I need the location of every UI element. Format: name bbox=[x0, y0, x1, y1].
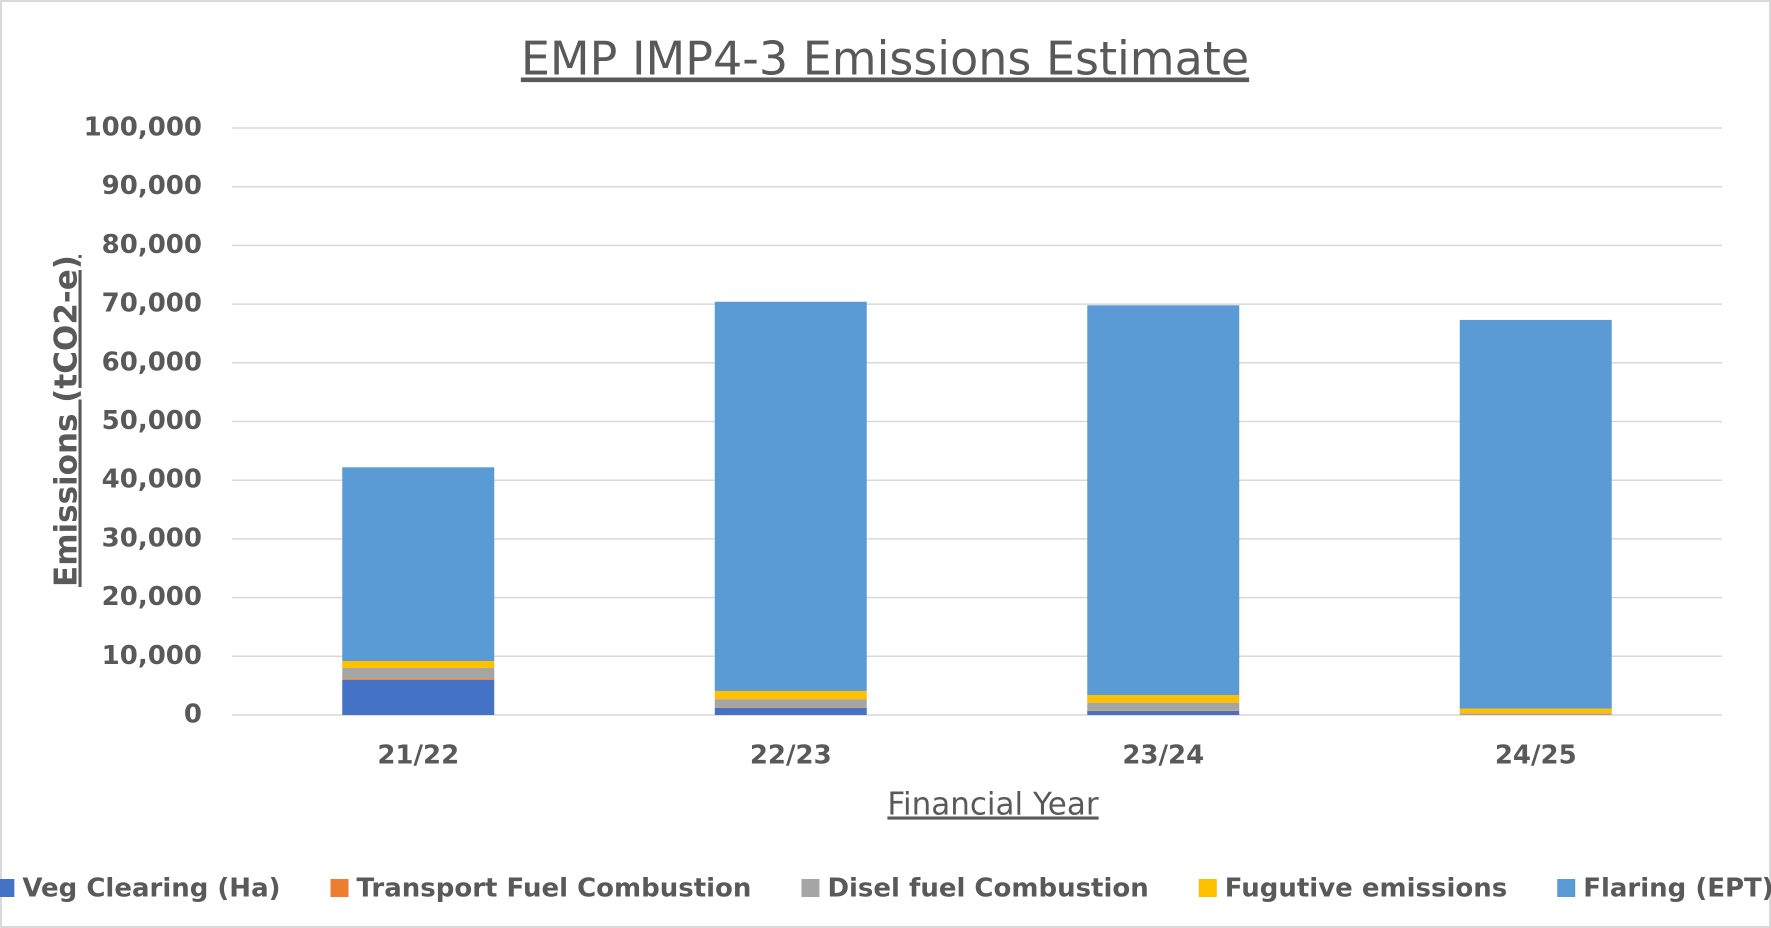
bar-segment bbox=[714, 690, 867, 700]
x-tick-label: 24/25 bbox=[1495, 741, 1577, 771]
bar-segment bbox=[1459, 714, 1612, 715]
x-tick-label: 21/22 bbox=[377, 741, 459, 771]
legend-label: Disel fuel Combustion bbox=[827, 874, 1148, 904]
legend-label: Flaring (EPT) bbox=[1583, 874, 1771, 904]
bar-segment bbox=[714, 301, 867, 691]
y-tick-label: 60,000 bbox=[102, 347, 202, 377]
bar-segment bbox=[342, 678, 495, 680]
y-tick-label: 30,000 bbox=[102, 523, 202, 553]
y-tick-label: 100,000 bbox=[84, 113, 202, 143]
bar-segment bbox=[714, 707, 867, 708]
bar-segment bbox=[714, 699, 867, 708]
x-tick-label: 22/23 bbox=[750, 741, 832, 771]
bar-segment bbox=[342, 668, 495, 679]
bar-segment bbox=[342, 467, 495, 661]
bar-segment bbox=[342, 660, 495, 669]
y-tick-label: 10,000 bbox=[102, 641, 202, 671]
legend-label: Fugutive emissions bbox=[1225, 874, 1507, 904]
bar-segment bbox=[1459, 708, 1612, 714]
bar-segment bbox=[1459, 713, 1612, 715]
legend-label: Veg Clearing (Ha) bbox=[22, 874, 280, 904]
bar-segment bbox=[1087, 710, 1240, 715]
y-axis-title: Emissions (tCO2-e) bbox=[49, 255, 85, 587]
legend-swatch bbox=[1198, 879, 1217, 897]
chart-title: EMP IMP4-3 Emissions Estimate bbox=[521, 32, 1249, 86]
y-tick-label: 40,000 bbox=[102, 465, 202, 495]
bar-segment bbox=[714, 707, 867, 715]
bar-segment bbox=[1459, 319, 1612, 709]
y-tick-label: 70,000 bbox=[102, 289, 202, 319]
bar-segment bbox=[342, 679, 495, 715]
x-axis-title: Financial Year bbox=[887, 787, 1098, 823]
y-tick-label: 80,000 bbox=[102, 230, 202, 260]
y-tick-label: 20,000 bbox=[102, 582, 202, 612]
y-tick-label: 90,000 bbox=[102, 171, 202, 201]
bar-segment bbox=[1087, 695, 1240, 703]
bar-segment bbox=[1087, 710, 1240, 711]
x-tick-label: 23/24 bbox=[1122, 741, 1204, 771]
legend-label: Transport Fuel Combustion bbox=[357, 874, 752, 904]
legend-swatch bbox=[330, 879, 349, 897]
y-tick-label: 50,000 bbox=[102, 406, 202, 436]
y-tick-label: 0 bbox=[184, 700, 202, 730]
bar-segment bbox=[1087, 305, 1240, 696]
legend-swatch bbox=[0, 879, 15, 897]
legend-swatch bbox=[801, 879, 820, 897]
legend-swatch bbox=[1557, 879, 1576, 897]
bar-segment bbox=[1087, 702, 1240, 711]
